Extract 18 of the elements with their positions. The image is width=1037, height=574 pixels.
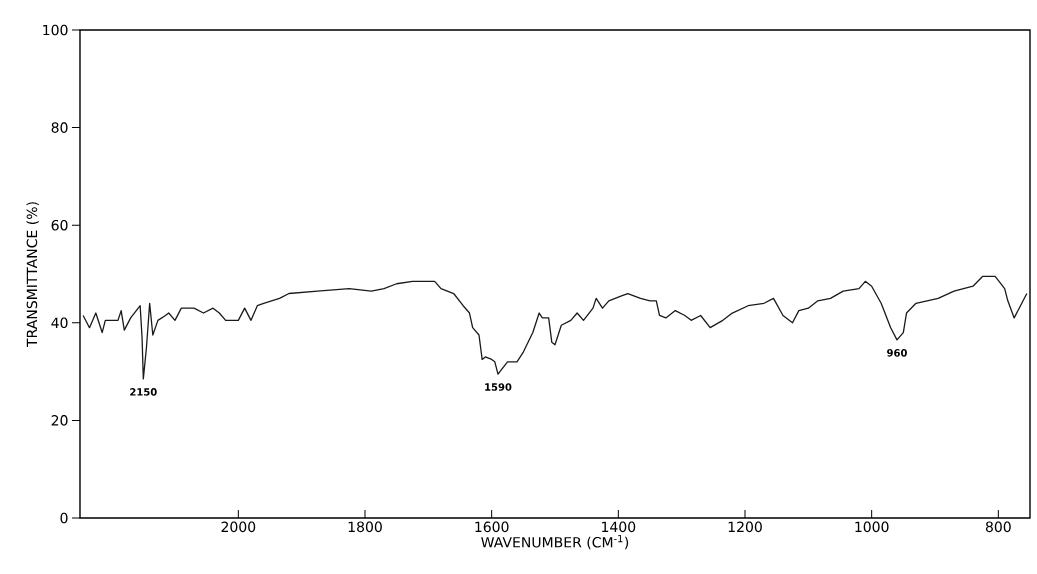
x-tick-label: 1800 xyxy=(348,521,382,533)
y-tick-label: 80 xyxy=(51,122,68,133)
y-tick-label: 0 xyxy=(60,512,68,524)
x-tick-label: 1600 xyxy=(475,521,509,533)
y-tick-label: 20 xyxy=(51,415,68,426)
y-tick-label: 60 xyxy=(51,219,68,231)
y-axis-title: TRANSMITTANCE (%) xyxy=(26,202,39,348)
annotation: 2150 xyxy=(130,388,157,396)
x-tick-label: 1200 xyxy=(728,521,762,533)
x-tick-label: 1400 xyxy=(602,521,636,533)
x-axis-title: WAVENUMBER (CM$^{-1}$) xyxy=(481,534,629,550)
x-tick-label: 1000 xyxy=(855,521,889,533)
y-tick-label: 40 xyxy=(51,317,68,329)
annotation: 960 xyxy=(887,349,907,357)
y-tick-label: 100 xyxy=(43,24,68,36)
annotation: 1590 xyxy=(485,383,512,391)
x-tick-label: 2000 xyxy=(221,521,256,533)
x-tick-label: 800 xyxy=(985,521,1011,533)
